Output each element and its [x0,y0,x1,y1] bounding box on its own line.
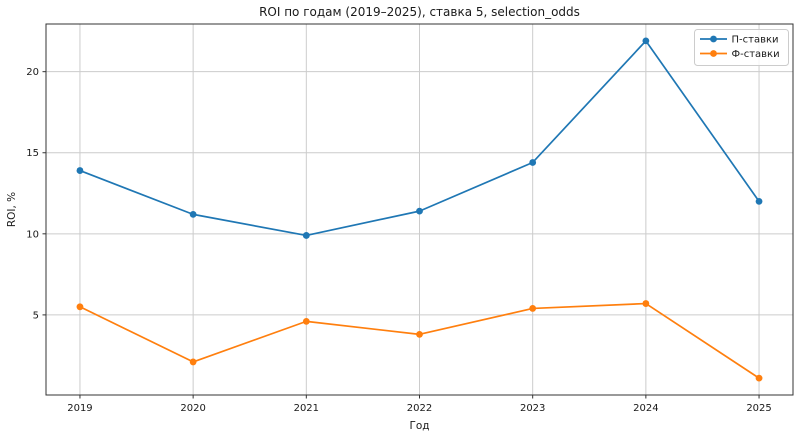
legend-label: Ф-ставки [732,49,780,60]
data-point-marker [529,159,537,166]
y-tick-label: 20 [26,67,39,78]
y-tick-label: 10 [26,229,39,240]
data-point-marker [76,303,84,311]
legend-marker-icon [710,50,717,57]
legend-entry: П-ставки [700,35,779,46]
x-tick-label: 2019 [67,403,92,414]
data-point-marker [755,374,763,382]
y-tick-label: 15 [26,148,39,159]
data-point-marker [302,317,310,325]
data-point-marker [189,210,197,218]
data-point-marker [642,37,650,45]
legend-entry: Ф-ставки [700,49,780,60]
y-tick-label: 5 [33,310,39,321]
x-tick-label: 2022 [407,403,432,414]
plot-border [45,23,794,396]
x-tick-label: 2023 [520,403,545,414]
data-point-marker [76,167,84,174]
legend-marker-icon [710,35,717,43]
legend-label: П-ставки [732,35,779,46]
y-axis-label: ROI, % [6,192,18,227]
x-tick-label: 2021 [294,403,319,414]
legend: П-ставки Ф-ставки [694,29,789,66]
data-point-marker [189,358,197,366]
data-point-marker [416,207,423,215]
data-point-marker [529,305,537,312]
chart-title: ROI по годам (2019–2025), ставка 5, sele… [259,5,580,19]
x-tick-label: 2025 [746,403,771,414]
data-point-marker [302,232,310,239]
x-tick-label: 2024 [633,403,658,414]
data-point-marker [755,197,763,205]
plot-area: 2019 2020 2021 2022 2023 2024 2025 5 10 15 20 [26,24,793,414]
data-point-marker [416,330,423,338]
x-axis-label: Год [409,420,429,432]
data-point-marker [642,300,650,307]
x-tick-label: 2020 [180,403,205,414]
